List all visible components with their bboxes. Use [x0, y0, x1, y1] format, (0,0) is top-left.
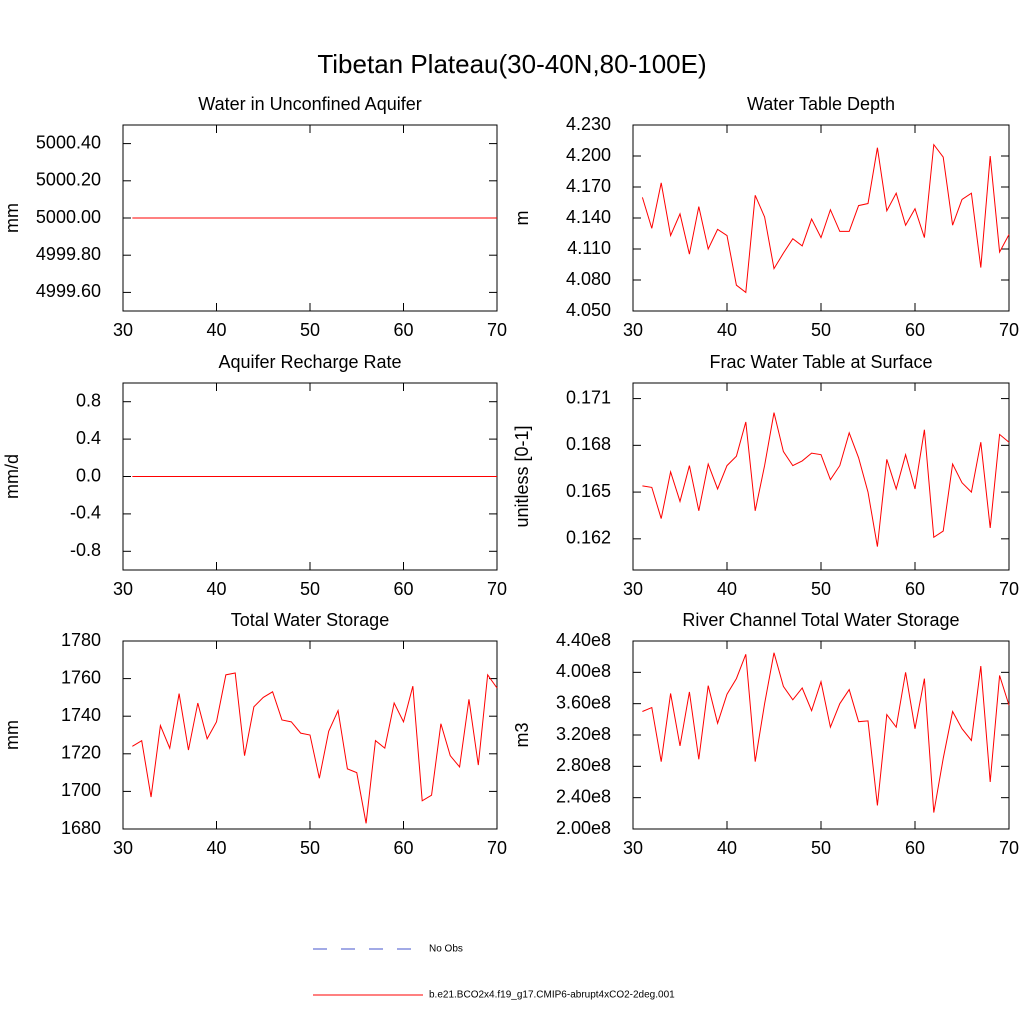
y-tick-label: 5000.20 — [36, 170, 101, 190]
y-tick-label: 0.162 — [566, 528, 611, 548]
x-tick-label: 50 — [300, 320, 320, 340]
y-tick-label: 4.40e8 — [556, 630, 611, 650]
x-tick-label: 30 — [113, 838, 133, 858]
data-line — [132, 672, 498, 824]
data-line — [641, 143, 1010, 294]
x-tick-label: 60 — [393, 320, 413, 340]
x-tick-label: 50 — [300, 838, 320, 858]
x-tick-label: 30 — [113, 579, 133, 599]
y-tick-label: 4.230 — [566, 114, 611, 134]
y-tick-label: 1760 — [61, 667, 101, 687]
x-tick-label: 70 — [999, 320, 1019, 340]
y-tick-label: 2.00e8 — [556, 818, 611, 838]
x-tick-label: 40 — [206, 579, 226, 599]
panel-title: Water Table Depth — [747, 94, 895, 114]
y-tick-label: 4.170 — [566, 176, 611, 196]
x-tick-label: 50 — [811, 320, 831, 340]
y-tick-label: 4.110 — [567, 238, 611, 258]
y-axis-label: mm/d — [2, 454, 22, 499]
y-axis-label: unitless [0-1] — [512, 425, 532, 527]
y-tick-label: 1680 — [61, 818, 101, 838]
y-tick-label: 4.050 — [566, 300, 611, 320]
y-tick-label: 0.4 — [76, 428, 101, 448]
panel-title: River Channel Total Water Storage — [682, 610, 959, 630]
y-tick-label: -0.8 — [70, 540, 101, 560]
figure-title: Tibetan Plateau(30-40N,80-100E) — [317, 49, 706, 79]
x-tick-label: 30 — [623, 579, 643, 599]
x-tick-label: 40 — [717, 320, 737, 340]
y-tick-label: 0.168 — [566, 434, 611, 454]
x-tick-label: 50 — [811, 838, 831, 858]
panel-title: Water in Unconfined Aquifer — [198, 94, 421, 114]
plot-frame — [632, 640, 1010, 830]
y-tick-label: 4.00e8 — [556, 661, 611, 681]
legend-label: No Obs — [429, 944, 463, 955]
y-tick-label: 2.80e8 — [556, 755, 611, 775]
y-tick-label: 1720 — [61, 743, 101, 763]
y-tick-label: 1780 — [61, 630, 101, 650]
y-tick-label: 3.60e8 — [556, 692, 611, 712]
y-tick-label: 0.8 — [76, 390, 101, 410]
x-tick-label: 40 — [206, 320, 226, 340]
data-line — [642, 652, 1010, 813]
y-axis-label: m3 — [512, 722, 532, 747]
x-tick-label: 60 — [905, 320, 925, 340]
y-tick-label: 0.165 — [566, 481, 611, 501]
y-tick-label: 4.080 — [566, 269, 611, 289]
y-tick-label: 1740 — [61, 705, 101, 725]
panel-title: Total Water Storage — [231, 610, 389, 630]
y-tick-label: 0.171 — [566, 387, 611, 407]
legend-label: b.e21.BCO2x4.f19_g17.CMIP6-abrupt4xCO2-2… — [429, 990, 675, 1001]
x-tick-label: 60 — [905, 838, 925, 858]
x-tick-label: 70 — [487, 579, 507, 599]
x-tick-label: 70 — [999, 838, 1019, 858]
y-tick-label: 3.20e8 — [556, 724, 611, 744]
x-tick-label: 60 — [393, 838, 413, 858]
x-tick-label: 30 — [623, 320, 643, 340]
x-tick-label: 30 — [623, 838, 643, 858]
x-tick-label: 50 — [811, 579, 831, 599]
y-tick-label: 4999.60 — [36, 281, 101, 301]
y-tick-label: 4999.80 — [36, 244, 101, 264]
y-tick-label: 5000.40 — [36, 132, 101, 152]
panel-title: Frac Water Table at Surface — [709, 352, 932, 372]
x-tick-label: 70 — [487, 320, 507, 340]
y-tick-label: -0.4 — [70, 503, 101, 523]
x-tick-label: 70 — [487, 838, 507, 858]
y-tick-label: 2.40e8 — [556, 786, 611, 806]
y-tick-label: 4.140 — [566, 207, 611, 227]
y-tick-label: 4.200 — [566, 145, 611, 165]
data-line — [642, 412, 1010, 547]
y-tick-label: 0.0 — [76, 465, 101, 485]
plot-frame — [632, 124, 1010, 312]
x-tick-label: 30 — [113, 320, 133, 340]
x-tick-label: 40 — [717, 838, 737, 858]
panel-title: Aquifer Recharge Rate — [218, 352, 401, 372]
x-tick-label: 60 — [905, 579, 925, 599]
x-tick-label: 40 — [717, 579, 737, 599]
x-tick-label: 40 — [206, 838, 226, 858]
y-axis-label: m — [512, 211, 532, 226]
y-tick-label: 5000.00 — [36, 207, 101, 227]
plot-frame — [632, 382, 1010, 571]
y-axis-label: mm — [2, 203, 22, 233]
x-tick-label: 60 — [393, 579, 413, 599]
x-tick-label: 70 — [999, 579, 1019, 599]
y-axis-label: mm — [2, 720, 22, 750]
x-tick-label: 50 — [300, 579, 320, 599]
y-tick-label: 1700 — [61, 780, 101, 800]
